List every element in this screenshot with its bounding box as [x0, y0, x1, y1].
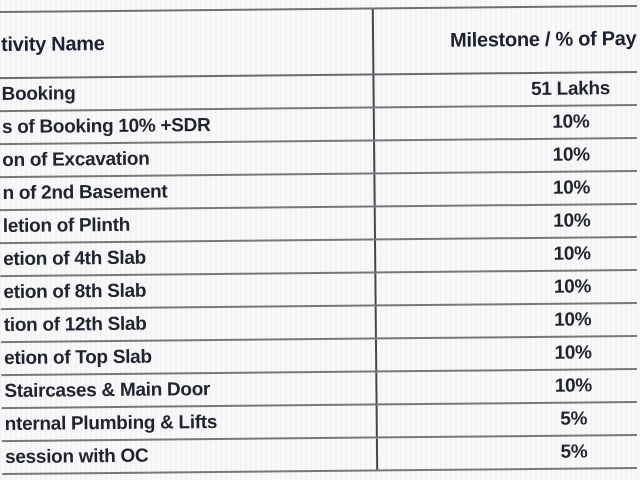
milestone-cell: 10%: [374, 335, 640, 371]
activity-cell: Staircases & Main Door: [4, 378, 211, 402]
activity-cell: etion of 8th Slab: [3, 280, 147, 303]
activity-cell: on of Excavation: [2, 148, 150, 171]
milestone-cell: 10%: [375, 368, 640, 404]
activity-cell: s of Booking 10% +SDR: [1, 114, 211, 138]
activity-cell: tion of 12th Slab: [3, 313, 147, 336]
milestone-cell: 10%: [373, 137, 640, 173]
activity-cell: etion of Top Slab: [4, 346, 152, 369]
activity-cell: etion of 4th Slab: [3, 247, 146, 270]
milestone-cell: 10%: [373, 203, 640, 239]
activity-cell: session with OC: [4, 445, 149, 468]
milestone-cell: 5%: [375, 401, 640, 437]
milestone-cell: 51 Lakhs: [372, 71, 640, 107]
milestone-cell: 5%: [375, 434, 640, 470]
column-header-activity-name: tivity Name: [1, 32, 105, 56]
activity-cell: nternal Plumbing & Lifts: [4, 411, 218, 435]
milestone-cell: 10%: [372, 104, 640, 140]
scan-edge-strip: [637, 0, 640, 480]
milestone-cell: 10%: [374, 269, 640, 305]
payment-schedule-table: tivity Name Milestone / % of Pay Booking…: [0, 3, 640, 476]
milestone-cell: 10%: [373, 170, 640, 206]
activity-cell: letion of Plinth: [2, 214, 131, 237]
milestone-cell: 10%: [374, 236, 640, 272]
activity-cell: Booking: [1, 82, 76, 105]
activity-cell: n of 2nd Basement: [2, 180, 168, 204]
column-header-milestone-percent: Milestone / % of Pay: [371, 5, 640, 74]
milestone-cell: 10%: [374, 302, 640, 338]
table-header-row: tivity Name Milestone / % of Pay: [0, 5, 640, 80]
table-row: session with OC 5%: [1, 434, 640, 476]
